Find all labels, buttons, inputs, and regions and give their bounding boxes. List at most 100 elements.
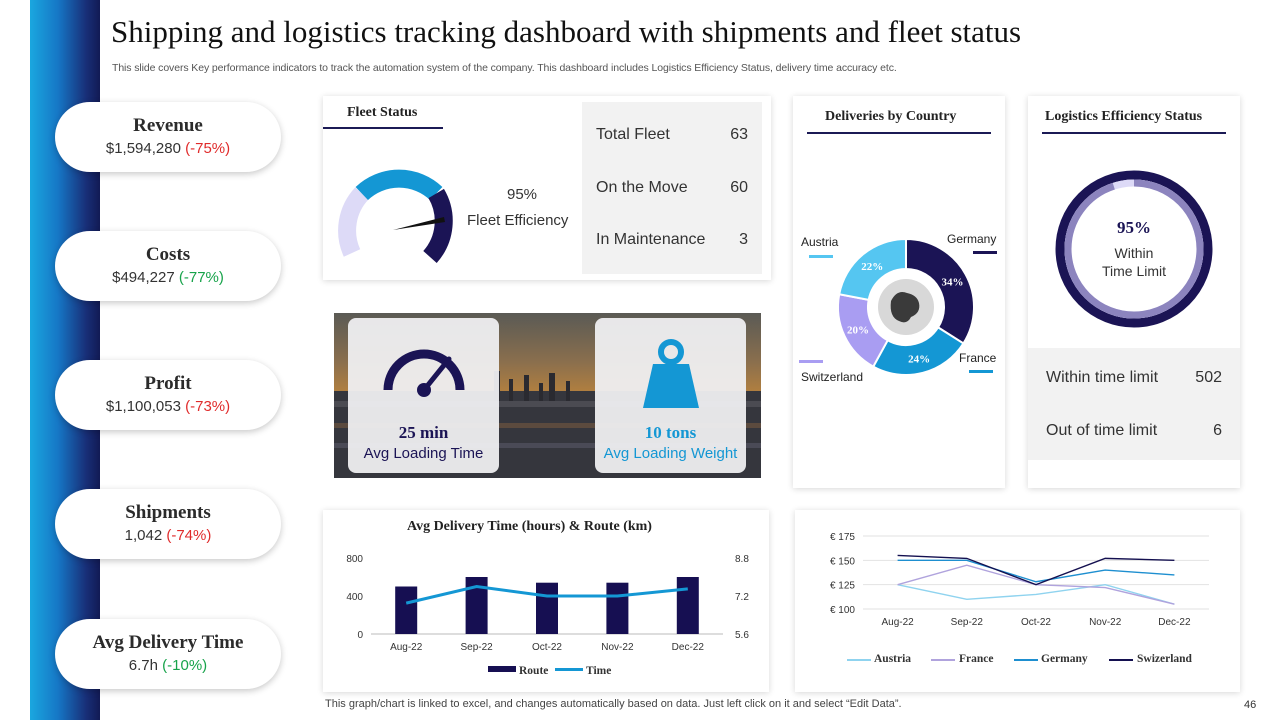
port-photo-panel: 25 min Avg Loading Time 10 tons Avg Load… [334,313,761,478]
x-tick-label: Aug-22 [390,642,423,653]
title-underline [1042,132,1226,134]
ring-outer [1055,170,1213,328]
stat-label: Out of time limit [1046,422,1158,439]
y-tick-left: 400 [346,592,363,603]
gauge-segment-high [423,188,453,263]
legend-austria: Austria [874,653,912,665]
efficiency-percent: 95% [1117,218,1151,237]
x-tick-label: Sep-22 [951,617,984,628]
globe-icon [890,292,920,323]
x-tick-label: Dec-22 [672,642,705,653]
stat-label: Within time limit [1046,369,1159,386]
kpi-change: (-73%) [185,398,231,415]
donut-label-austria: 22% [861,261,883,273]
x-tick-label: Aug-22 [881,617,914,628]
legend-swizerland: Swizerland [1137,653,1192,665]
donut-label-switzerland: 20% [847,325,869,337]
gauge-segment-low [338,187,369,257]
legend-swatch-france [969,370,993,373]
speedometer-icon [383,349,465,397]
kpi-amount: $494,227 [112,269,175,286]
ring-progress [1064,179,1204,319]
kpi-amount: $1,100,053 [105,398,181,415]
avg-loading-weight-card: 10 tons Avg Loading Weight [595,318,746,473]
deliveries-donut-chart: 34% 24% 20% 22% [837,237,975,376]
donut-label-france: 24% [908,353,930,365]
fleet-status-card: Fleet Status 95% Fleet Efficiency Total … [323,96,771,280]
kpi-change: (-74%) [166,527,212,544]
y-tick-right: 8.8 [735,554,749,565]
fleet-stats-box: Total Fleet 63 On the Move 60 In Maintenan… [582,102,762,274]
route-bar [465,577,488,634]
stat-value: 63 [730,126,748,143]
efficiency-stats-box: Within time limit 502 Out of time limit 6 [1028,348,1240,460]
footnote: This graph/chart is linked to excel, and… [325,698,902,710]
fleet-efficiency-value: 95% [507,186,538,203]
legend-swatch-austria [847,659,871,661]
efficiency-stat-row: Within time limit 502 [1046,369,1222,387]
route-bar [676,577,699,634]
kpi-change: (-10%) [162,657,208,674]
donut-slice-france [871,325,965,376]
gauge-needle [393,217,445,230]
kpi-revenue: Revenue $1,594,280 (-75%) [55,102,281,172]
legend-swatch-time [555,668,583,671]
y-tick-label: € 175 [830,532,855,543]
title-underline [807,132,991,134]
avg-loading-time-card: 25 min Avg Loading Time [348,318,499,473]
stat-label: On the Move [596,179,688,196]
legend-route: Route [519,665,549,677]
country-trend-chart-card: € 100 € 125 € 150 € 175 Aug-22 Sep-22 Oct-22 No… [795,510,1240,692]
delivery-route-combo-chart: 0 400 800 5.6 7.2 8.8 Aug-22 Sep-22 Oct-22 Nov-22… [346,554,749,653]
delivery-route-chart-card: Avg Delivery Time (hours) & Route (km) 0… [323,510,769,692]
legend-swatch-france [931,659,955,661]
fleet-stat-row: Total Fleet 63 [596,126,748,144]
series-line-austria [897,583,1175,605]
legend-swatch-switzerland [799,360,823,363]
weight-icon [643,339,699,408]
logistics-efficiency-card: Logistics Efficiency Status 95% Within T… [1028,96,1240,488]
kpi-label: Revenue [133,115,203,136]
y-tick-label: € 100 [830,605,855,616]
stat-label: Total Fleet [596,126,670,143]
legend-france: France [959,653,994,665]
kpi-amount: 6.7h [128,657,158,674]
series-line-germany [897,559,1175,583]
x-tick-label: Nov-22 [601,642,634,653]
x-tick-label: Nov-22 [1089,617,1122,628]
donut-slice-germany [905,237,975,345]
legend-swatch-swizerland [1109,659,1133,661]
kpi-avg-delivery-time: Avg Delivery Time 6.7h (-10%) [55,619,281,689]
stat-value: 502 [1195,369,1222,386]
label-germany: Germany [947,232,997,246]
legend-time: Time [586,665,612,677]
deliveries-by-country-card: Deliveries by Country 34% 24% 20% 22% Austr… [793,96,1005,488]
donut-label-germany: 34% [941,276,963,288]
y-tick-right: 7.2 [735,592,749,603]
stat-value: 60 [730,179,748,196]
efficiency-label-line1: Within [1114,245,1154,261]
x-tick-label: Oct-22 [532,642,562,653]
fleet-gauge [338,169,453,263]
kpi-label: Shipments [125,502,211,523]
route-bar [606,582,629,634]
delivery-chart-title: Avg Delivery Time (hours) & Route (km) [407,519,652,534]
y-tick-left: 0 [357,630,363,641]
legend-swatch-route [488,666,516,672]
y-tick-label: € 125 [830,581,855,592]
label-switzerland: Switzerland [801,370,864,384]
kpi-change: (-75%) [185,140,231,157]
loading-time-label: Avg Loading Time [363,445,484,462]
label-france: France [959,351,997,365]
kpi-profit: Profit $1,100,053 (-73%) [55,360,281,430]
page-title: Shipping and logistics tracking dashboar… [111,14,1022,49]
label-austria: Austria [801,235,839,249]
y-tick-left: 800 [346,554,363,565]
y-tick-right: 5.6 [735,630,749,641]
kpi-change: (-77%) [178,269,224,286]
kpi-amount: 1,042 [124,527,163,544]
legend-swatch-austria [809,255,833,258]
series-line-swizerland [897,554,1175,586]
efficiency-label-line2: Time Limit [1101,263,1167,279]
stat-value: 6 [1213,422,1222,439]
